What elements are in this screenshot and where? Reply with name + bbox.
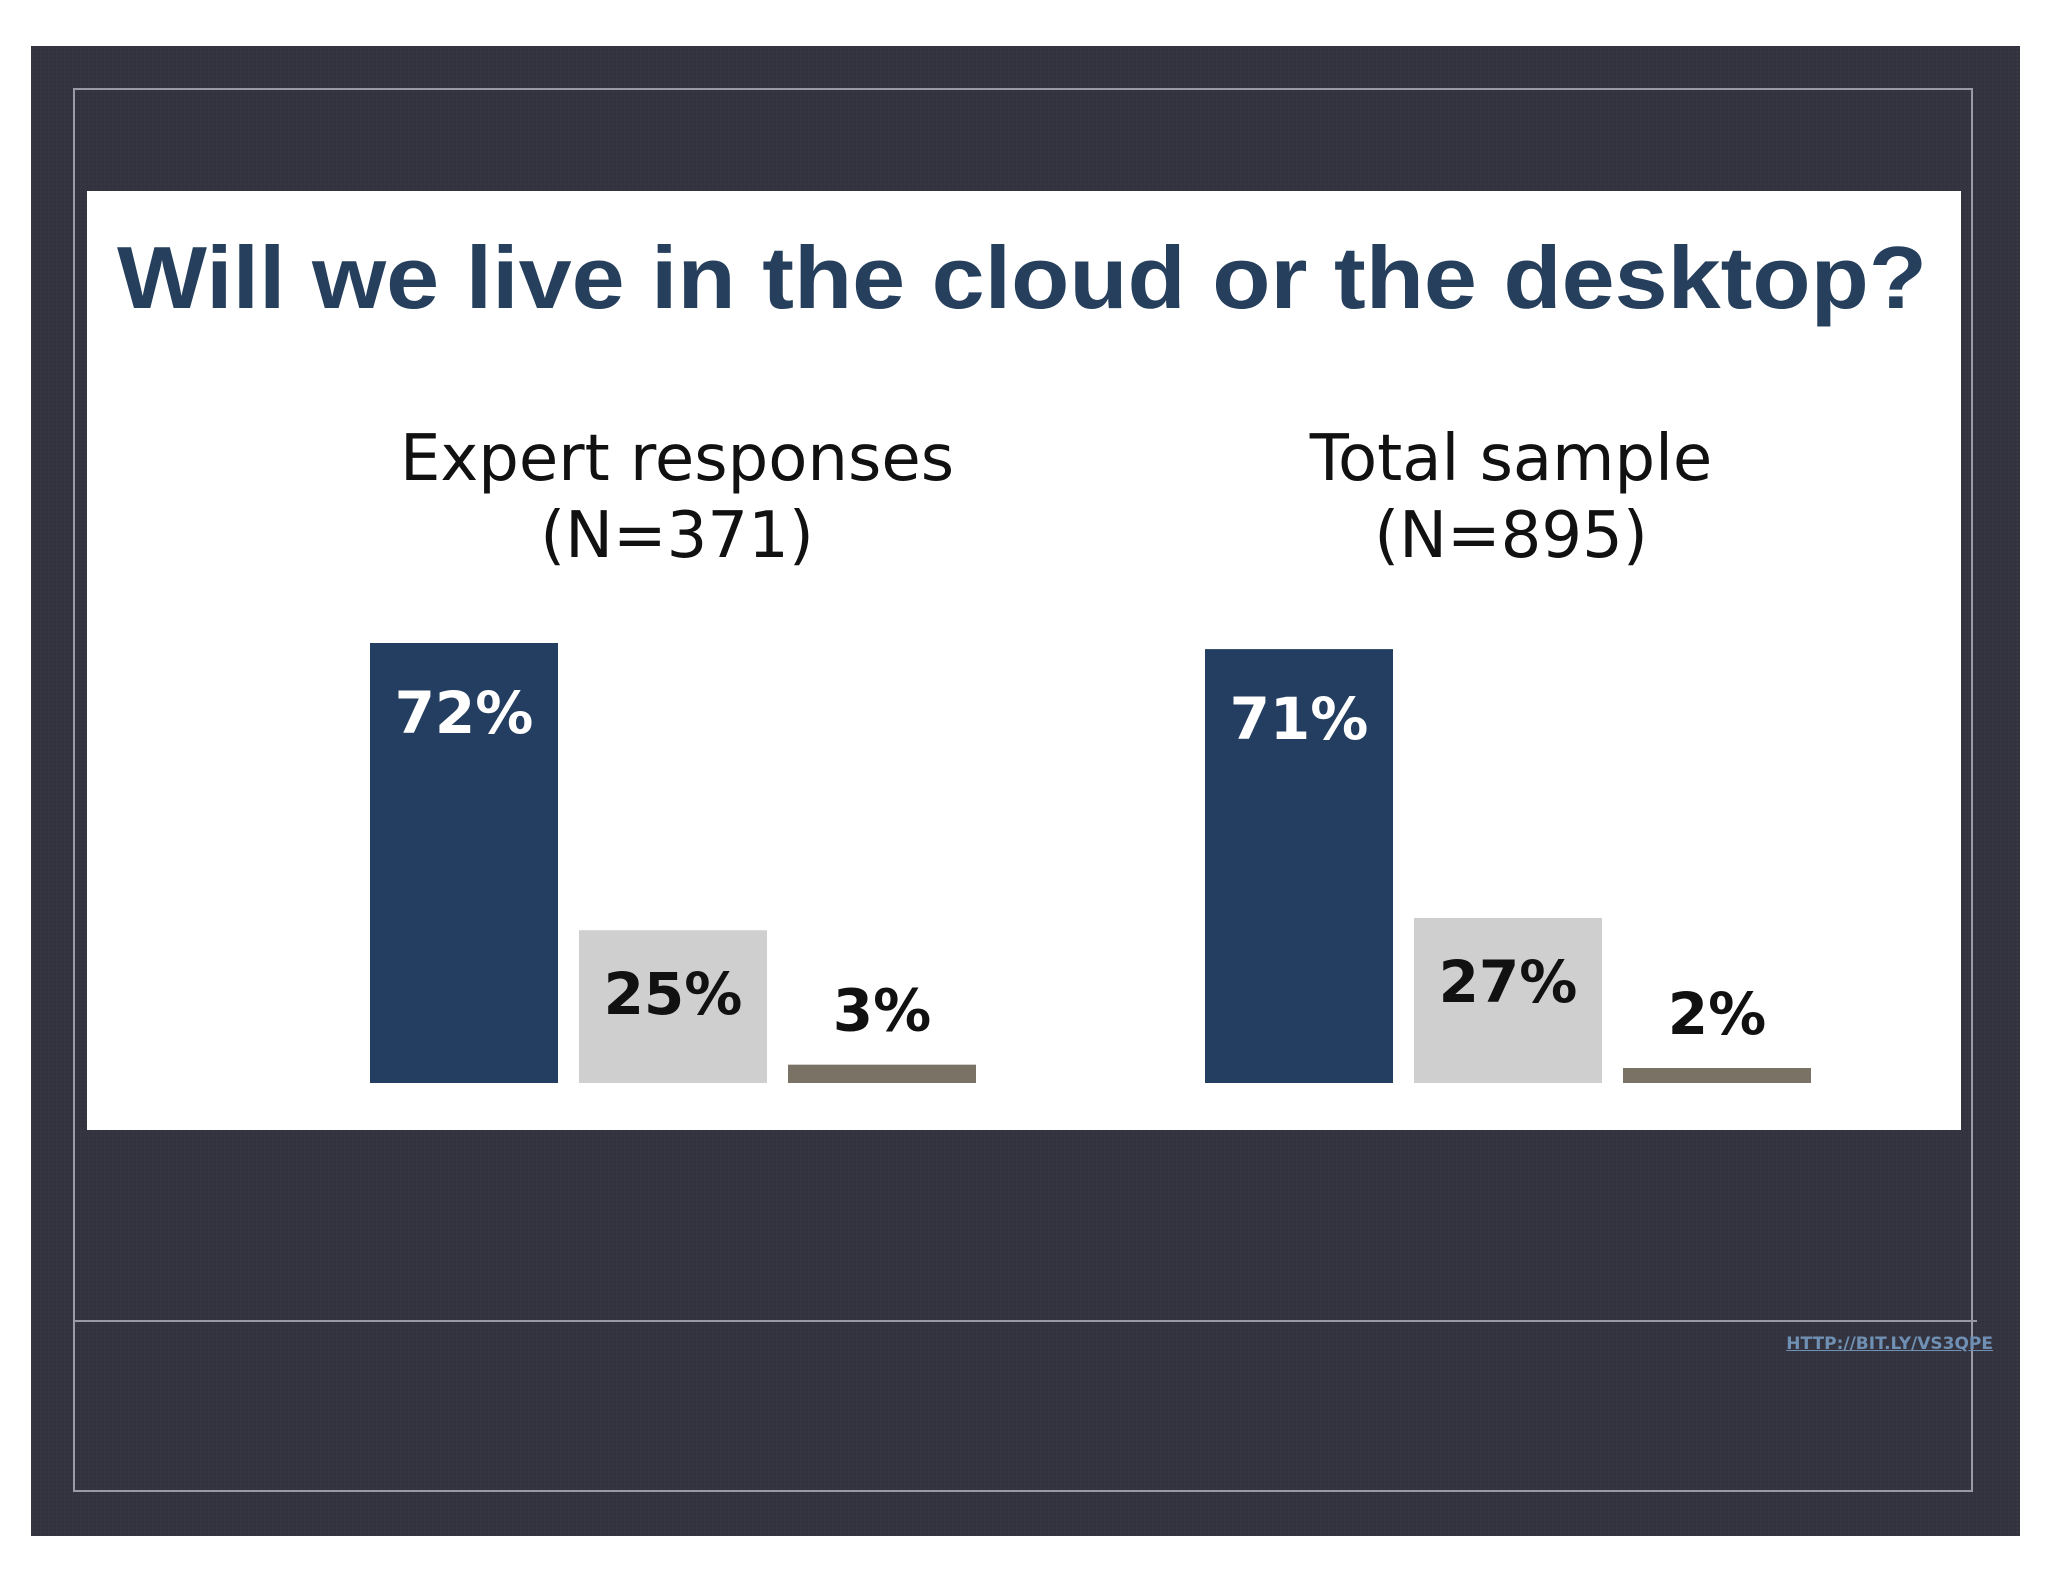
bar-label-group2-1: 71% xyxy=(1230,685,1369,753)
bar-group2-1 xyxy=(1205,649,1393,1083)
footer-divider xyxy=(73,1320,1977,1322)
bar-label-group2-2: 27% xyxy=(1439,948,1578,1016)
bar-group1-1 xyxy=(370,643,558,1083)
source-link[interactable]: HTTP://BIT.LY/VS3QPE xyxy=(1786,1334,1993,1354)
group-subtitle-2: (N=895) xyxy=(1374,499,1648,573)
bar-label-group2-3: 2% xyxy=(1668,980,1766,1048)
slide-frame xyxy=(73,88,1973,1492)
bar-group1-2 xyxy=(579,930,767,1083)
bar-label-group1-3: 3% xyxy=(833,977,931,1045)
bar-group2-3 xyxy=(1623,1068,1811,1083)
group-title-1: Expert responses xyxy=(400,422,954,496)
bar-label-group1-1: 72% xyxy=(395,679,534,747)
bar-chart: Will we live in the cloud or the desktop… xyxy=(117,228,1927,1083)
bar-label-group1-2: 25% xyxy=(604,960,743,1028)
group-title-2: Total sample xyxy=(1309,422,1713,496)
bar-group1-3 xyxy=(788,1064,976,1083)
chart-card: Will we live in the cloud or the desktop… xyxy=(87,191,1961,1130)
group-subtitle-1: (N=371) xyxy=(540,499,814,573)
chart-title: Will we live in the cloud or the desktop… xyxy=(117,228,1927,327)
bar-group2-2 xyxy=(1414,918,1602,1083)
